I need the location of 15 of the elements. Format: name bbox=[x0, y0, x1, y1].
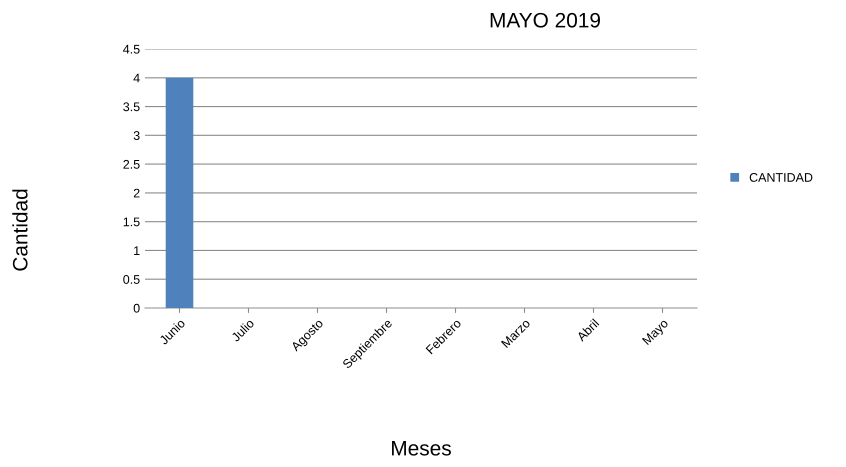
y-tick-label: 4.5 bbox=[123, 44, 140, 54]
y-tick-label: 3.5 bbox=[123, 102, 140, 112]
legend-label: CANTIDAD bbox=[750, 173, 812, 182]
y-tick-label: 0.5 bbox=[123, 275, 140, 284]
x-tick-label: Julio bbox=[230, 318, 255, 342]
y-tick-label: 2 bbox=[134, 188, 140, 198]
y-tick-label: 4 bbox=[133, 74, 140, 82]
y-tick-label: 1.5 bbox=[124, 218, 140, 226]
y-tick-label: 1 bbox=[134, 246, 140, 255]
chart-title: MAYO 2019 bbox=[490, 12, 600, 28]
y-tick-label: 2.5 bbox=[123, 160, 140, 169]
y-tick-label: 3 bbox=[134, 131, 140, 140]
x-axis-title: Meses bbox=[392, 441, 451, 456]
y-tick-label: 0 bbox=[134, 304, 140, 313]
y-axis-title: Cantidad bbox=[12, 190, 28, 271]
